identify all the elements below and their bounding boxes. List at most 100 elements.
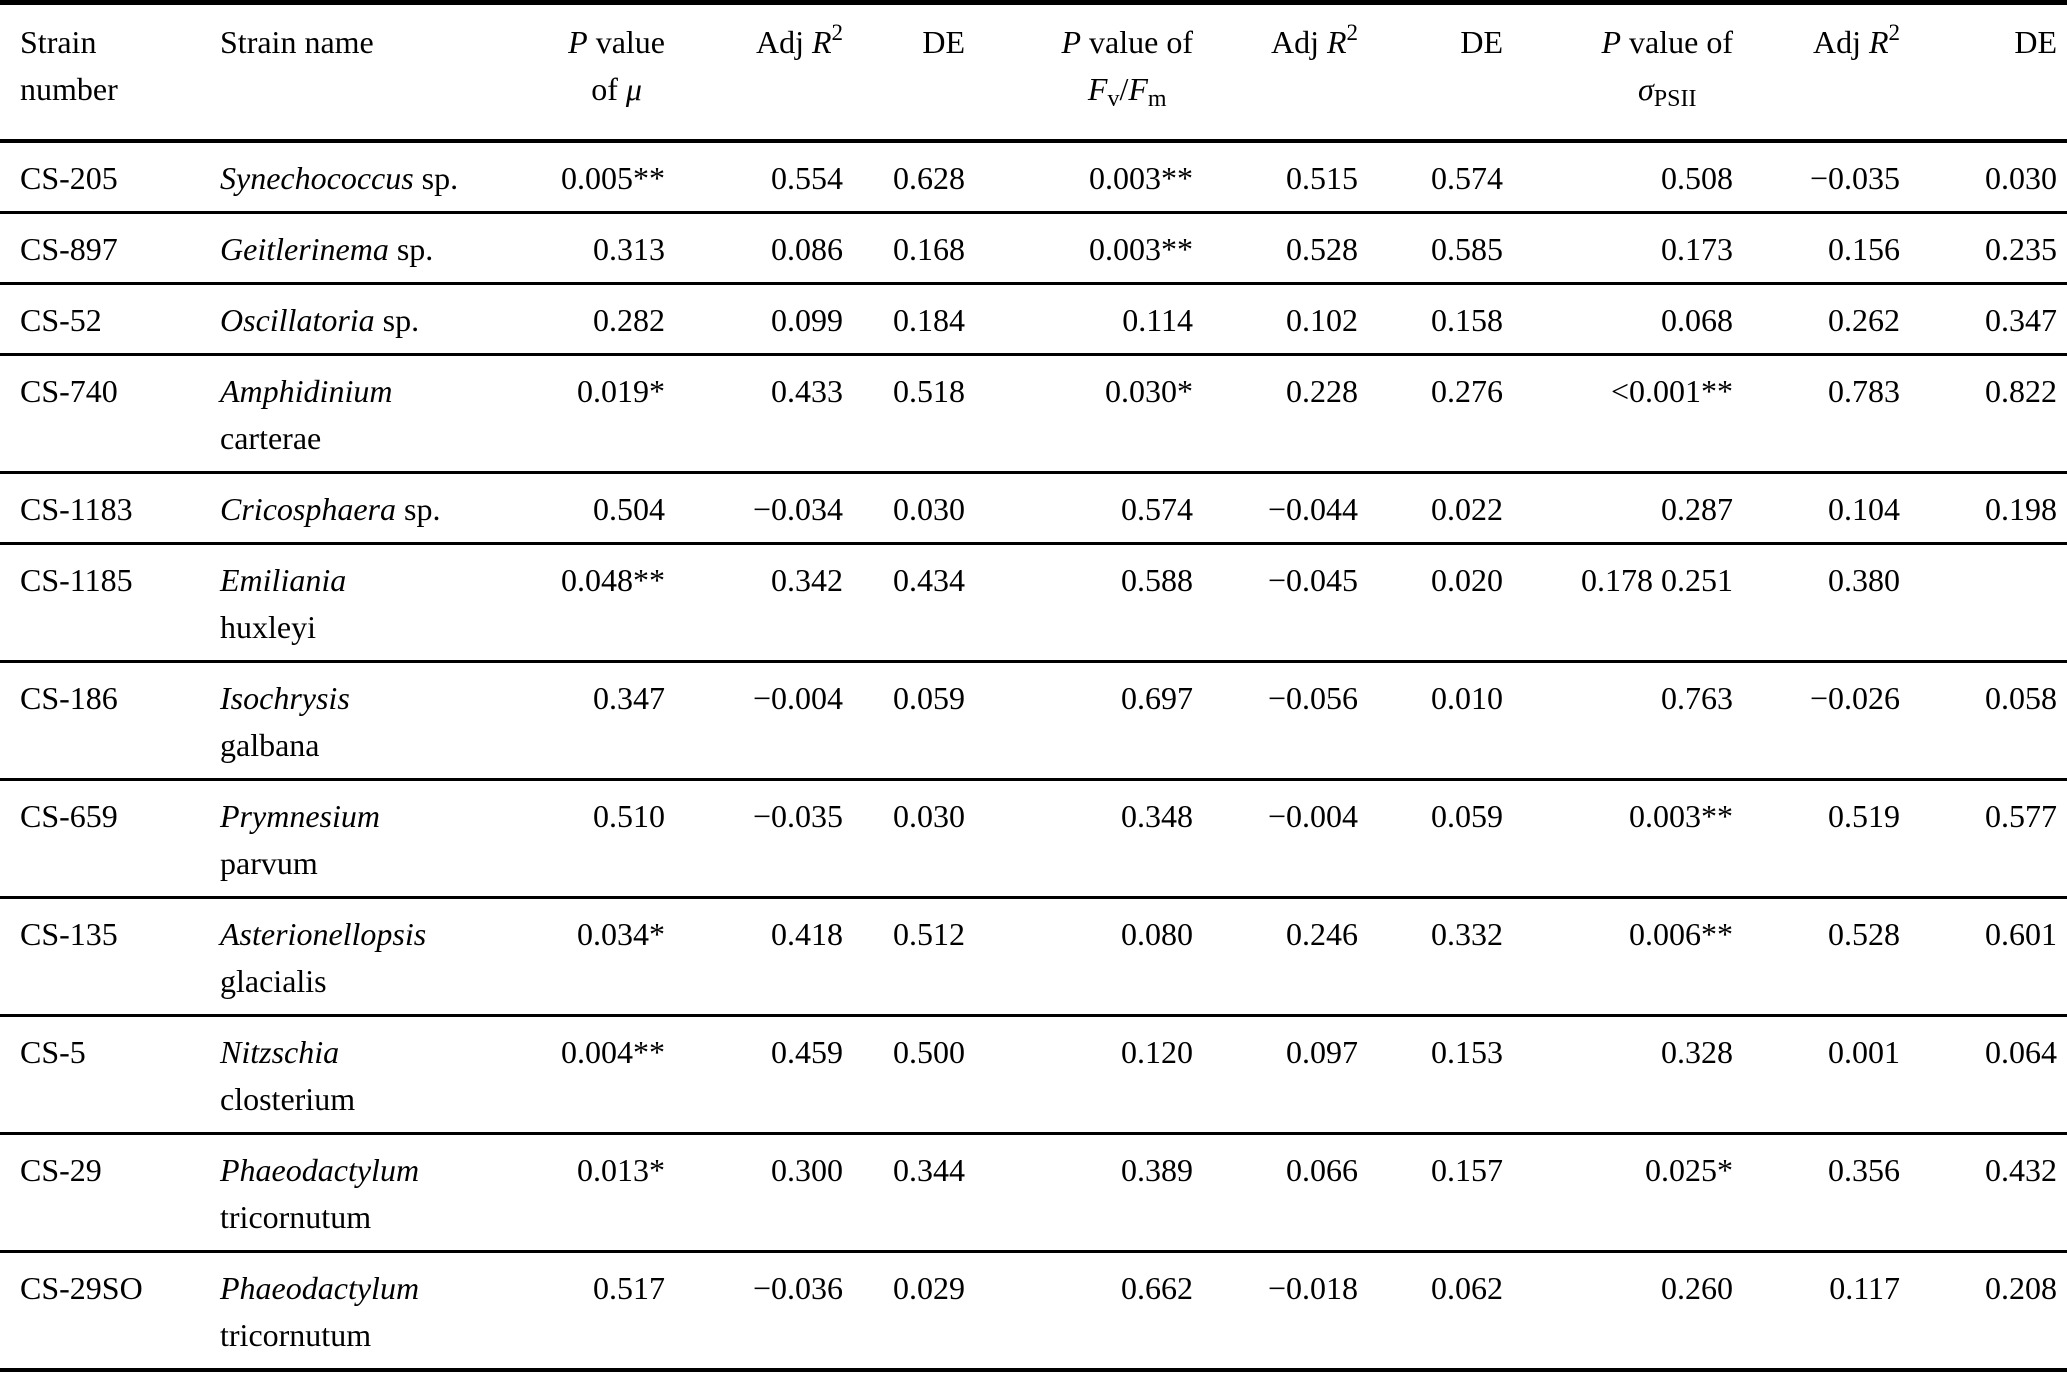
value-cell-adj-r2-sigma-psii: 0.001 <box>1828 1034 1900 1070</box>
value-cell-de-fvfm: 0.574 <box>1431 160 1503 196</box>
value-cell-adj-r2-fvfm: 0.102 <box>1286 302 1358 338</box>
header-text-segment: Adj <box>1270 24 1327 60</box>
value-cell-adj-r2-sigma-psii: 0.519 <box>1828 798 1900 834</box>
value-cell-adj-r2-sigma-psii: 0.156 <box>1828 231 1900 267</box>
header-text-segment: Strain <box>20 24 97 60</box>
species-epithet: tricornutum <box>220 1199 372 1235</box>
genus-name: Nitzschia <box>220 1034 340 1070</box>
value-cell-adj-r2-mu: −0.035 <box>752 798 843 834</box>
value-cell-p-value-mu: 0.034* <box>577 916 665 952</box>
header-text-segment: DE <box>922 24 965 60</box>
column-header-de-fvfm: DE <box>1368 3 1513 142</box>
value-cell-adj-r2-fvfm: −0.045 <box>1267 562 1358 598</box>
value-cell-p-value-sigma-psii: <0.001** <box>1610 373 1733 409</box>
value-cell-adj-r2-fvfm: 0.066 <box>1286 1152 1358 1188</box>
header-text-segment: Adj <box>1812 24 1869 60</box>
column-header-strain-name: Strain name <box>205 3 545 142</box>
header-line: Adj R2 <box>1753 19 1900 66</box>
header-text-segment: 2 <box>831 20 844 45</box>
header-text-segment: DE <box>2014 24 2057 60</box>
strain-name-cell: Phaeodactylum tricornutum <box>205 1252 545 1371</box>
value-cell-p-value-mu: 0.510 <box>593 798 665 834</box>
column-header-p-value-mu: P value of μ <box>545 3 675 142</box>
header-text-segment: value of <box>1081 24 1193 60</box>
value-cell-adj-r2-sigma-psii: −0.026 <box>1809 680 1900 716</box>
genus-name: Isochrysis <box>220 680 350 716</box>
table-header: Strain number Strain name P value of μ Adj R2… <box>0 3 2067 142</box>
header-text-segment: R <box>1868 24 1889 60</box>
value-cell-p-value-sigma-psii: 0.173 <box>1661 231 1733 267</box>
value-cell-p-value-fvfm: 0.574 <box>1121 491 1193 527</box>
value-cell-de-fvfm: 0.157 <box>1431 1152 1503 1188</box>
strain-number-cell: CS-740 <box>20 373 118 409</box>
header-text-segment: P <box>1601 24 1622 60</box>
value-cell-p-value-sigma-psii: 0.025* <box>1645 1152 1733 1188</box>
species-epithet: parvum <box>220 845 318 881</box>
strain-number-cell: CS-659 <box>20 798 118 834</box>
value-cell-p-value-sigma-psii: 0.068 <box>1661 302 1733 338</box>
value-cell-de-sigma-psii: 0.347 <box>1985 302 2057 338</box>
strain-name-cell: Synechococcus sp. <box>205 141 545 213</box>
header-text-segment: P <box>1061 24 1082 60</box>
value-cell-p-value-fvfm: 0.114 <box>1122 302 1193 338</box>
strain-name-cell: Oscillatoria sp. <box>205 284 545 355</box>
strain-name-cell: Phaeodactylum tricornutum <box>205 1134 545 1252</box>
value-cell-adj-r2-mu: 0.086 <box>771 231 843 267</box>
table-body: CS-205 Synechococcus sp. 0.005** 0.554 0.628… <box>0 141 2067 1370</box>
multiline-header: P value of μ <box>568 19 665 113</box>
value-cell-p-value-sigma-psii: 0.763 <box>1661 680 1733 716</box>
value-cell-adj-r2-mu: −0.036 <box>752 1270 843 1306</box>
table-row: CS-135 Asterionellopsis glacialis 0.034* 0.4… <box>0 897 2067 1016</box>
value-cell-adj-r2-mu: 0.418 <box>771 916 843 952</box>
strain-number-cell: CS-897 <box>20 231 118 267</box>
value-cell-de-mu: 0.029 <box>893 1270 965 1306</box>
value-cell-adj-r2-sigma-psii: 0.783 <box>1828 373 1900 409</box>
species-epithet: carterae <box>220 420 322 456</box>
value-cell-adj-r2-sigma-psii: 0.104 <box>1828 491 1900 527</box>
header-line: σPSII <box>1602 66 1734 113</box>
table-row: CS-29 Phaeodactylum tricornutum 0.013* 0.300… <box>0 1133 2067 1252</box>
value-cell-de-fvfm: 0.276 <box>1431 373 1503 409</box>
value-cell-de-fvfm: 0.158 <box>1431 302 1503 338</box>
value-cell-p-value-sigma-psii: 0.508 <box>1661 160 1733 196</box>
value-cell-p-value-fvfm: 0.389 <box>1121 1152 1193 1188</box>
species-epithet: tricornutum <box>220 1317 372 1353</box>
genus-name: Synechococcus <box>220 160 414 196</box>
value-cell-de-mu: 0.500 <box>893 1034 965 1070</box>
header-text-segment: DE <box>1460 24 1503 60</box>
strain-number-cell: CS-186 <box>20 680 118 716</box>
header-text-segment: 2 <box>1346 20 1359 45</box>
value-cell-p-value-mu: 0.005** <box>561 160 665 196</box>
genus-name: Phaeodactylum <box>220 1270 420 1306</box>
value-cell-adj-r2-fvfm: 0.246 <box>1286 916 1358 952</box>
strain-name-cell: Geitlerinema sp. <box>205 213 545 284</box>
table-row: CS-740 Amphidinium carterae 0.019* 0.433 0.51… <box>0 354 2067 473</box>
strain-number-cell: CS-29SO <box>20 1270 143 1306</box>
header-line: DE <box>1378 19 1503 66</box>
value-cell-de-mu: 0.184 <box>893 302 965 338</box>
value-cell-p-value-sigma-psii: 0.006** <box>1629 916 1733 952</box>
value-cell-de-sigma-psii: 0.064 <box>1985 1034 2057 1070</box>
value-cell-adj-r2-mu: 0.554 <box>771 160 843 196</box>
value-cell-adj-r2-sigma-psii: 0.356 <box>1828 1152 1900 1188</box>
value-cell-de-sigma-psii: 0.235 <box>1985 231 2057 267</box>
value-cell-p-value-fvfm: 0.348 <box>1121 798 1193 834</box>
header-text-segment: of <box>591 71 626 107</box>
value-cell-adj-r2-fvfm: −0.004 <box>1267 798 1358 834</box>
header-line: P value of <box>1602 19 1734 66</box>
value-cell-p-value-sigma-psii: 0.260 <box>1661 1270 1733 1306</box>
value-cell-adj-r2-sigma-psii: 0.528 <box>1828 916 1900 952</box>
value-cell-adj-r2-sigma-psii: −0.035 <box>1809 160 1900 196</box>
header-text-segment: / <box>1119 71 1129 107</box>
value-cell-de-sigma-psii: 0.030 <box>1985 160 2057 196</box>
header-line: Strain name <box>220 19 535 66</box>
value-cell-adj-r2-fvfm: 0.228 <box>1286 373 1358 409</box>
strain-number-cell: CS-52 <box>20 302 102 338</box>
value-cell-de-mu: 0.030 <box>893 798 965 834</box>
value-cell-de-fvfm: 0.332 <box>1431 916 1503 952</box>
table-row: CS-205 Synechococcus sp. 0.005** 0.554 0.628… <box>0 141 2067 213</box>
header-line: number <box>20 66 195 113</box>
header-text-segment: F <box>1087 71 1108 107</box>
value-cell-de-fvfm: 0.022 <box>1431 491 1503 527</box>
